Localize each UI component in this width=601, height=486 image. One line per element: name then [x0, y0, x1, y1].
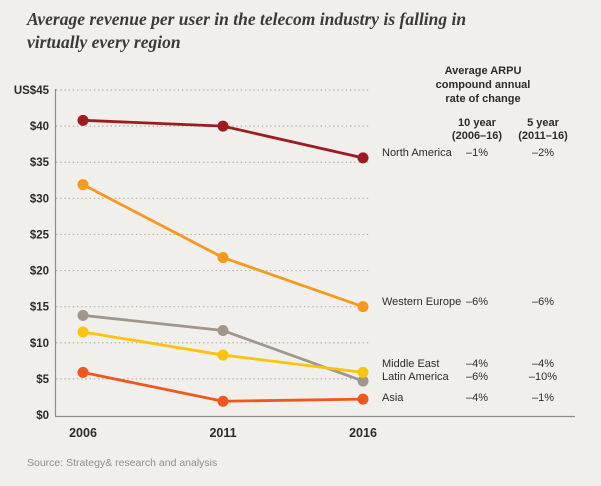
data-point [217, 395, 229, 407]
y-axis-tick-label: $25 [30, 229, 50, 241]
table-row: Asia –4% –1% [382, 392, 582, 407]
x-axis-tick-label: 2006 [69, 426, 97, 440]
y-axis-tick-label: $20 [30, 266, 49, 278]
y-axis-tick-label: $15 [30, 302, 50, 314]
value-5yr: –10% [528, 371, 558, 383]
value-10yr: –4% [465, 358, 489, 370]
data-point [357, 375, 369, 387]
y-axis-tick-label: $0 [36, 410, 49, 422]
y-axis-tick-label: $5 [36, 374, 49, 386]
data-point [217, 252, 229, 264]
y-axis-tick-label: $40 [30, 121, 49, 133]
x-axis-tick-label: 2011 [209, 426, 236, 440]
y-axis-tick-label: $10 [30, 338, 49, 350]
legend-label-western-europe: Western Europe [382, 296, 462, 308]
page-title: Average revenue per user in the telecom … [27, 9, 467, 52]
column-header-10-year: 10 year (2006–16) [451, 117, 503, 142]
table-row: Latin America –6% –10% [382, 371, 582, 386]
column-header-5-year: 5 year (2011–16) [518, 117, 568, 142]
data-point [77, 326, 89, 338]
data-point [217, 120, 229, 132]
value-5yr: –6% [531, 296, 555, 308]
legend-label-middle-east: Middle East [382, 358, 440, 370]
data-point [357, 366, 369, 378]
legend-label-north-america: North America [382, 147, 452, 159]
data-point [77, 366, 89, 378]
data-point [77, 309, 89, 321]
y-axis-tick-label: $35 [30, 157, 50, 169]
value-10yr: –1% [465, 147, 489, 159]
value-5yr: –1% [531, 392, 555, 404]
data-point [217, 349, 229, 361]
table-row: North America –1% –2% [382, 147, 582, 162]
y-axis-tick-label: $30 [30, 193, 49, 205]
source-note: Source: Strategy& research and analysis [27, 457, 218, 469]
x-axis-tick-label: 2016 [349, 426, 377, 440]
legend-label-latin-america: Latin America [382, 371, 449, 383]
value-10yr: –6% [465, 296, 489, 308]
table-row: Middle East –4% –4% [382, 358, 582, 373]
data-point [77, 179, 89, 191]
value-10yr: –6% [465, 371, 489, 383]
legend-label-asia: Asia [382, 392, 404, 404]
table-row: Western Europe –6% –6% [382, 296, 582, 311]
data-point [217, 325, 229, 336]
data-point [77, 114, 89, 126]
data-point [357, 393, 369, 405]
data-point [357, 152, 369, 164]
value-5yr: –4% [531, 358, 555, 370]
value-5yr: –2% [531, 147, 555, 159]
value-10yr: –4% [465, 392, 489, 404]
data-point [357, 301, 369, 313]
y-axis-tick-label: US$45 [14, 85, 50, 97]
series-line-western-europe [81, 183, 365, 309]
table-header: Average ARPU compound annual rate of cha… [435, 65, 531, 105]
